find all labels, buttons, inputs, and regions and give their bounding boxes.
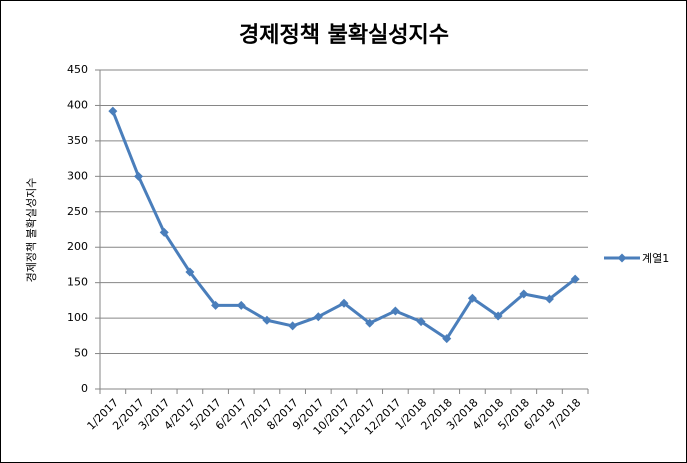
marker [313,312,323,322]
marker [185,267,195,277]
y-tick-label: 100 [67,311,88,324]
marker [288,321,298,331]
marker [493,311,503,321]
y-tick-label: 200 [67,240,88,253]
marker [134,171,144,181]
y-axis-label: 경제정책 불확실성지수 [25,178,38,283]
y-tick-label: 0 [81,382,88,395]
y-tick-label: 150 [67,276,88,289]
marker [442,334,452,344]
y-tick-label: 450 [67,63,88,76]
marker [365,318,375,328]
marker [236,300,246,310]
marker [108,106,118,116]
y-tick-label: 300 [67,169,88,182]
y-tick-label: 350 [67,134,88,147]
y-tick-label: 250 [67,205,88,218]
marker [339,298,349,308]
marker [211,300,221,310]
y-tick-label: 400 [67,98,88,111]
chart-title: 경제정책 불확실성지수 [239,23,449,48]
marker [570,274,580,284]
marker [519,289,529,299]
marker [467,293,477,303]
marker [159,227,169,237]
marker [544,294,554,304]
marker [262,315,272,325]
legend-marker [617,253,627,263]
legend-label: 계열1 [642,252,669,265]
marker [390,306,400,316]
y-tick-label: 50 [74,347,88,360]
marker [416,317,426,327]
